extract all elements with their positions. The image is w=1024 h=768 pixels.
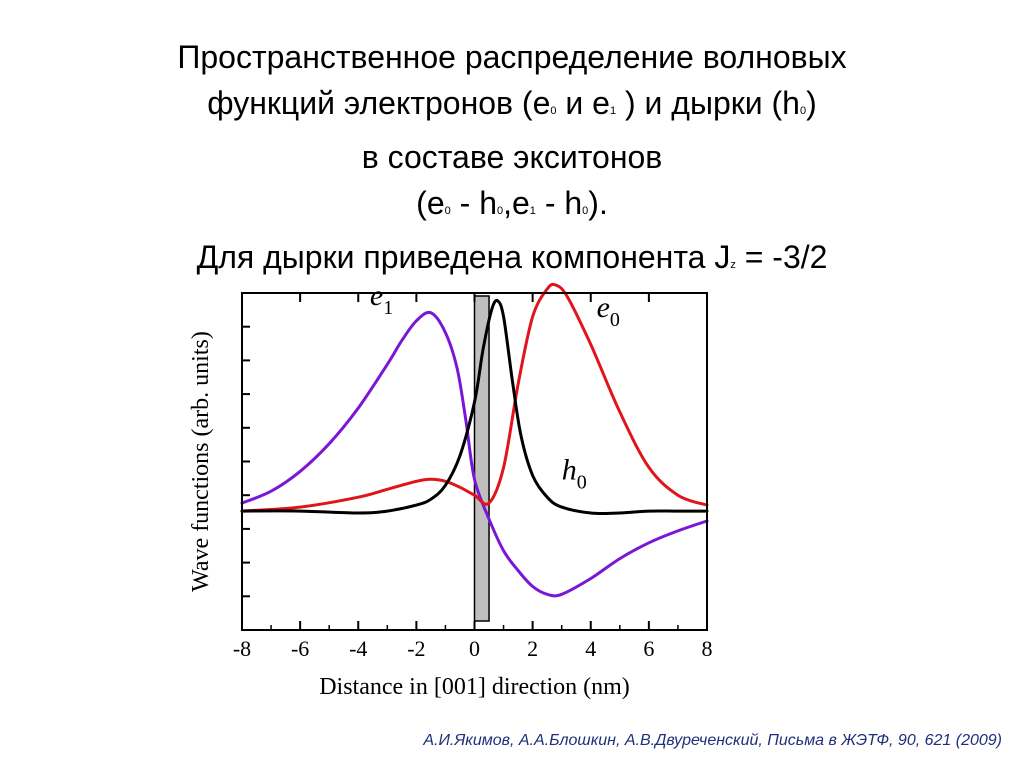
series-e1-line	[240, 310, 709, 598]
title-subscript: z	[730, 259, 736, 271]
x-tick-label: 6	[643, 636, 654, 661]
series-h0-line	[240, 298, 709, 516]
series-layer	[240, 282, 709, 598]
title-text: Для дырки приведена компонента J	[196, 239, 731, 275]
title-text: )	[806, 85, 817, 121]
x-tick-label: 4	[585, 636, 596, 661]
x-tick-label: 0	[469, 636, 480, 661]
slide-title: Пространственное распределение волновых ф…	[40, 34, 984, 288]
title-subscript: 1	[609, 105, 617, 117]
title-subscript: 1	[529, 205, 536, 217]
title-line: Пространственное распределение волновых	[40, 34, 984, 80]
x-tick-label: -8	[233, 636, 251, 661]
y-axis-label: Wave functions (arb. units)	[188, 331, 214, 592]
x-tick-label: -6	[291, 636, 309, 661]
title-text: - h	[535, 185, 583, 221]
title-line: функций электронов (e0 и e1 ) и дырки (h…	[40, 80, 984, 134]
title-text: и e	[556, 85, 610, 121]
x-axis-label: Distance in [001] direction (nm)	[319, 674, 630, 700]
series-label-main: e	[597, 291, 610, 324]
title-text: - h	[450, 185, 497, 221]
title-line: (e0 - h0,e1 - h0).	[40, 180, 984, 234]
series-label-e1: e1	[370, 279, 393, 319]
x-tick-label: 8	[702, 636, 713, 661]
title-text: (e	[416, 185, 445, 221]
series-label-subscript: 1	[383, 297, 393, 319]
title-text: функций электронов (e	[207, 85, 551, 121]
title-line: Для дырки приведена компонента Jz = -3/2	[40, 234, 984, 288]
series-e0-line	[240, 282, 709, 513]
series-label-e0: e0	[597, 291, 620, 331]
title-subscript: 0	[444, 205, 451, 217]
series-label-main: e	[370, 279, 383, 312]
title-text: = -3/2	[735, 239, 828, 275]
x-tick-label: -4	[349, 636, 367, 661]
title-subscript: 0	[799, 105, 807, 117]
x-tick-label: 2	[527, 636, 538, 661]
title-text: ).	[588, 185, 608, 221]
title-subscript: 0	[550, 105, 557, 117]
x-tick-label: -2	[407, 636, 425, 661]
title-text: в составе экситонов	[361, 139, 663, 175]
barrier-region-layer	[473, 295, 490, 622]
series-label-subscript: 0	[610, 309, 620, 331]
citation: А.И.Якимов, А.А.Блошкин, А.В.Двуреченски…	[423, 732, 1002, 749]
tick-layer: -8 -6 -4 -2 0 2 4 6 8	[233, 293, 713, 661]
title-text: ) и дырки (h	[616, 85, 800, 121]
series-label-h0: h0	[562, 453, 587, 493]
title-text: Пространственное распределение волновых	[177, 39, 847, 75]
series-label-subscript: 0	[577, 471, 587, 493]
title-text: ,e	[503, 185, 530, 221]
title-line: в составе экситонов	[40, 134, 984, 180]
title-subscript: 0	[582, 205, 589, 217]
title-subscript: 0	[496, 205, 504, 217]
series-label-main: h	[562, 453, 577, 486]
barrier-region	[473, 295, 490, 622]
